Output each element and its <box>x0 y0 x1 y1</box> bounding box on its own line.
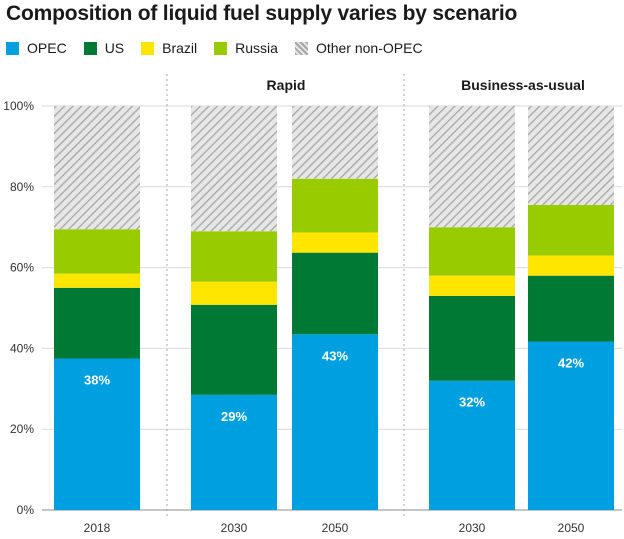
legend-item: OPEC <box>6 40 67 56</box>
bar-segment-other-non-opec <box>191 106 277 232</box>
bar-segment-russia <box>528 204 614 256</box>
bar-segment-russia <box>429 227 515 276</box>
bar-segment-brazil <box>191 281 277 305</box>
scenario-label: Business-as-usual <box>461 77 585 93</box>
scenario-label: Rapid <box>267 77 306 93</box>
bar-segment-other-non-opec <box>528 106 614 205</box>
data-label: 38% <box>84 373 110 388</box>
data-label: 42% <box>558 356 584 371</box>
bar-segment-us <box>429 295 515 381</box>
bar-segment-us <box>191 304 277 395</box>
bar-segment-other-non-opec <box>54 106 140 230</box>
bar-segment-opec <box>54 358 140 510</box>
bar-segment-opec <box>292 334 378 510</box>
x-tick-label: 2030 <box>459 521 486 535</box>
y-tick-label: 0% <box>17 503 35 517</box>
legend-item: Other non-OPEC <box>294 40 423 56</box>
data-label: 32% <box>459 395 485 410</box>
bar-segment-opec <box>429 380 515 510</box>
x-tick-label: 2050 <box>558 521 585 535</box>
bar-segment-us <box>528 275 614 342</box>
legend-swatch <box>294 41 308 55</box>
data-label: 43% <box>322 348 348 363</box>
x-tick-label: 2018 <box>84 521 111 535</box>
legend-swatch <box>83 41 97 55</box>
legend-swatch <box>141 41 155 55</box>
y-tick-label: 80% <box>10 180 34 194</box>
bar-segment-brazil <box>528 255 614 276</box>
bar-segment-russia <box>292 178 378 233</box>
bar-segment-us <box>54 287 140 359</box>
bar-segment-other-non-opec <box>292 106 378 179</box>
x-tick-label: 2030 <box>221 521 248 535</box>
legend-label: Other non-OPEC <box>315 40 423 56</box>
legend-item: Russia <box>214 40 278 56</box>
bar-segment-other-non-opec <box>429 106 515 228</box>
y-tick-label: 100% <box>3 99 34 113</box>
legend-label: Brazil <box>162 40 198 56</box>
bar-segment-russia <box>54 229 140 274</box>
legend-swatch <box>214 41 228 55</box>
y-tick-label: 60% <box>10 261 34 275</box>
legend-label: US <box>104 40 125 56</box>
legend-item: US <box>83 40 125 56</box>
legend-label: OPEC <box>27 40 67 56</box>
y-tick-label: 20% <box>10 422 34 436</box>
y-tick-label: 40% <box>10 341 34 355</box>
legend-item: Brazil <box>141 40 197 56</box>
legend-label: Russia <box>235 40 278 56</box>
bar-segment-opec <box>191 394 277 510</box>
bar-segment-opec <box>528 341 614 510</box>
legend-swatch <box>6 41 19 55</box>
bar-segment-brazil <box>429 275 515 296</box>
bar-segment-brazil <box>54 273 140 288</box>
data-label: 29% <box>221 409 247 424</box>
bar-segment-russia <box>191 231 277 282</box>
bar-segment-us <box>292 252 378 335</box>
chart-legend: OPEC US Brazil Russia Other non-OPEC <box>6 40 440 56</box>
bar-segment-brazil <box>292 232 378 253</box>
x-tick-label: 2050 <box>322 521 349 535</box>
chart-title: Composition of liquid fuel supply varies… <box>6 2 518 25</box>
